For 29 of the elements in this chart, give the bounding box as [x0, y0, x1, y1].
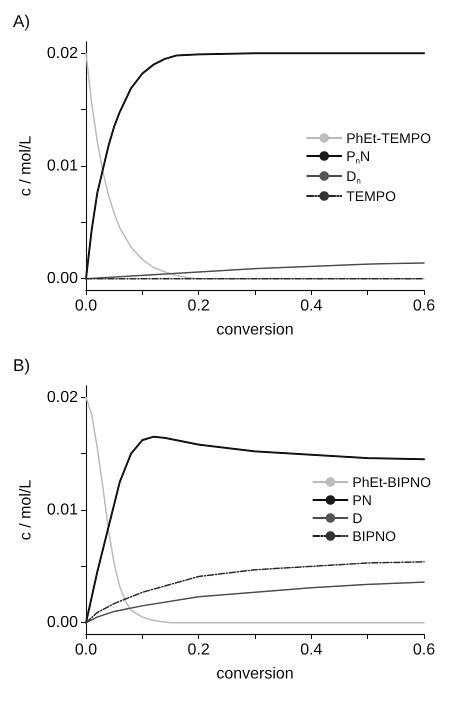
legend-label: BIPNO — [352, 528, 396, 544]
x-tick-label: 0.2 — [188, 298, 210, 314]
legend-label: PN — [352, 492, 372, 508]
y-tick-label: 0.02 — [46, 388, 78, 406]
y-axis-title: c / mol/L — [18, 136, 34, 196]
x-axis-title: conversion — [216, 322, 294, 338]
y-tick-label: 0.00 — [46, 270, 78, 288]
legend-label: PhEt-TEMPO — [346, 130, 432, 146]
y-axis-title: c / mol/L — [18, 480, 34, 540]
y-tick-label: 0.00 — [46, 614, 78, 632]
x-tick-label: 0.4 — [300, 298, 323, 314]
chart-title: B) — [13, 356, 30, 375]
y-tick-label: 0.01 — [46, 502, 78, 518]
legend-label: TEMPO — [346, 188, 396, 204]
x-axis-title: conversion — [216, 666, 294, 682]
line-series — [85, 262, 425, 280]
line-series — [85, 561, 425, 624]
x-tick-label: 0.2 — [188, 642, 210, 658]
x-tick-label: 0.0 — [74, 642, 98, 658]
y-tick-label: 0.02 — [46, 44, 78, 62]
x-tick-label: 0.4 — [300, 642, 323, 658]
x-tick-label: 0.6 — [412, 298, 436, 314]
legend-label: PhEt-BIPNO — [352, 474, 432, 490]
x-tick-label: 0.0 — [74, 298, 98, 314]
line-series — [85, 581, 425, 624]
x-tick-label: 0.6 — [412, 642, 436, 658]
y-tick-label: 0.01 — [46, 158, 78, 174]
legend-label: D — [352, 510, 363, 526]
chart-title: A) — [13, 12, 30, 31]
